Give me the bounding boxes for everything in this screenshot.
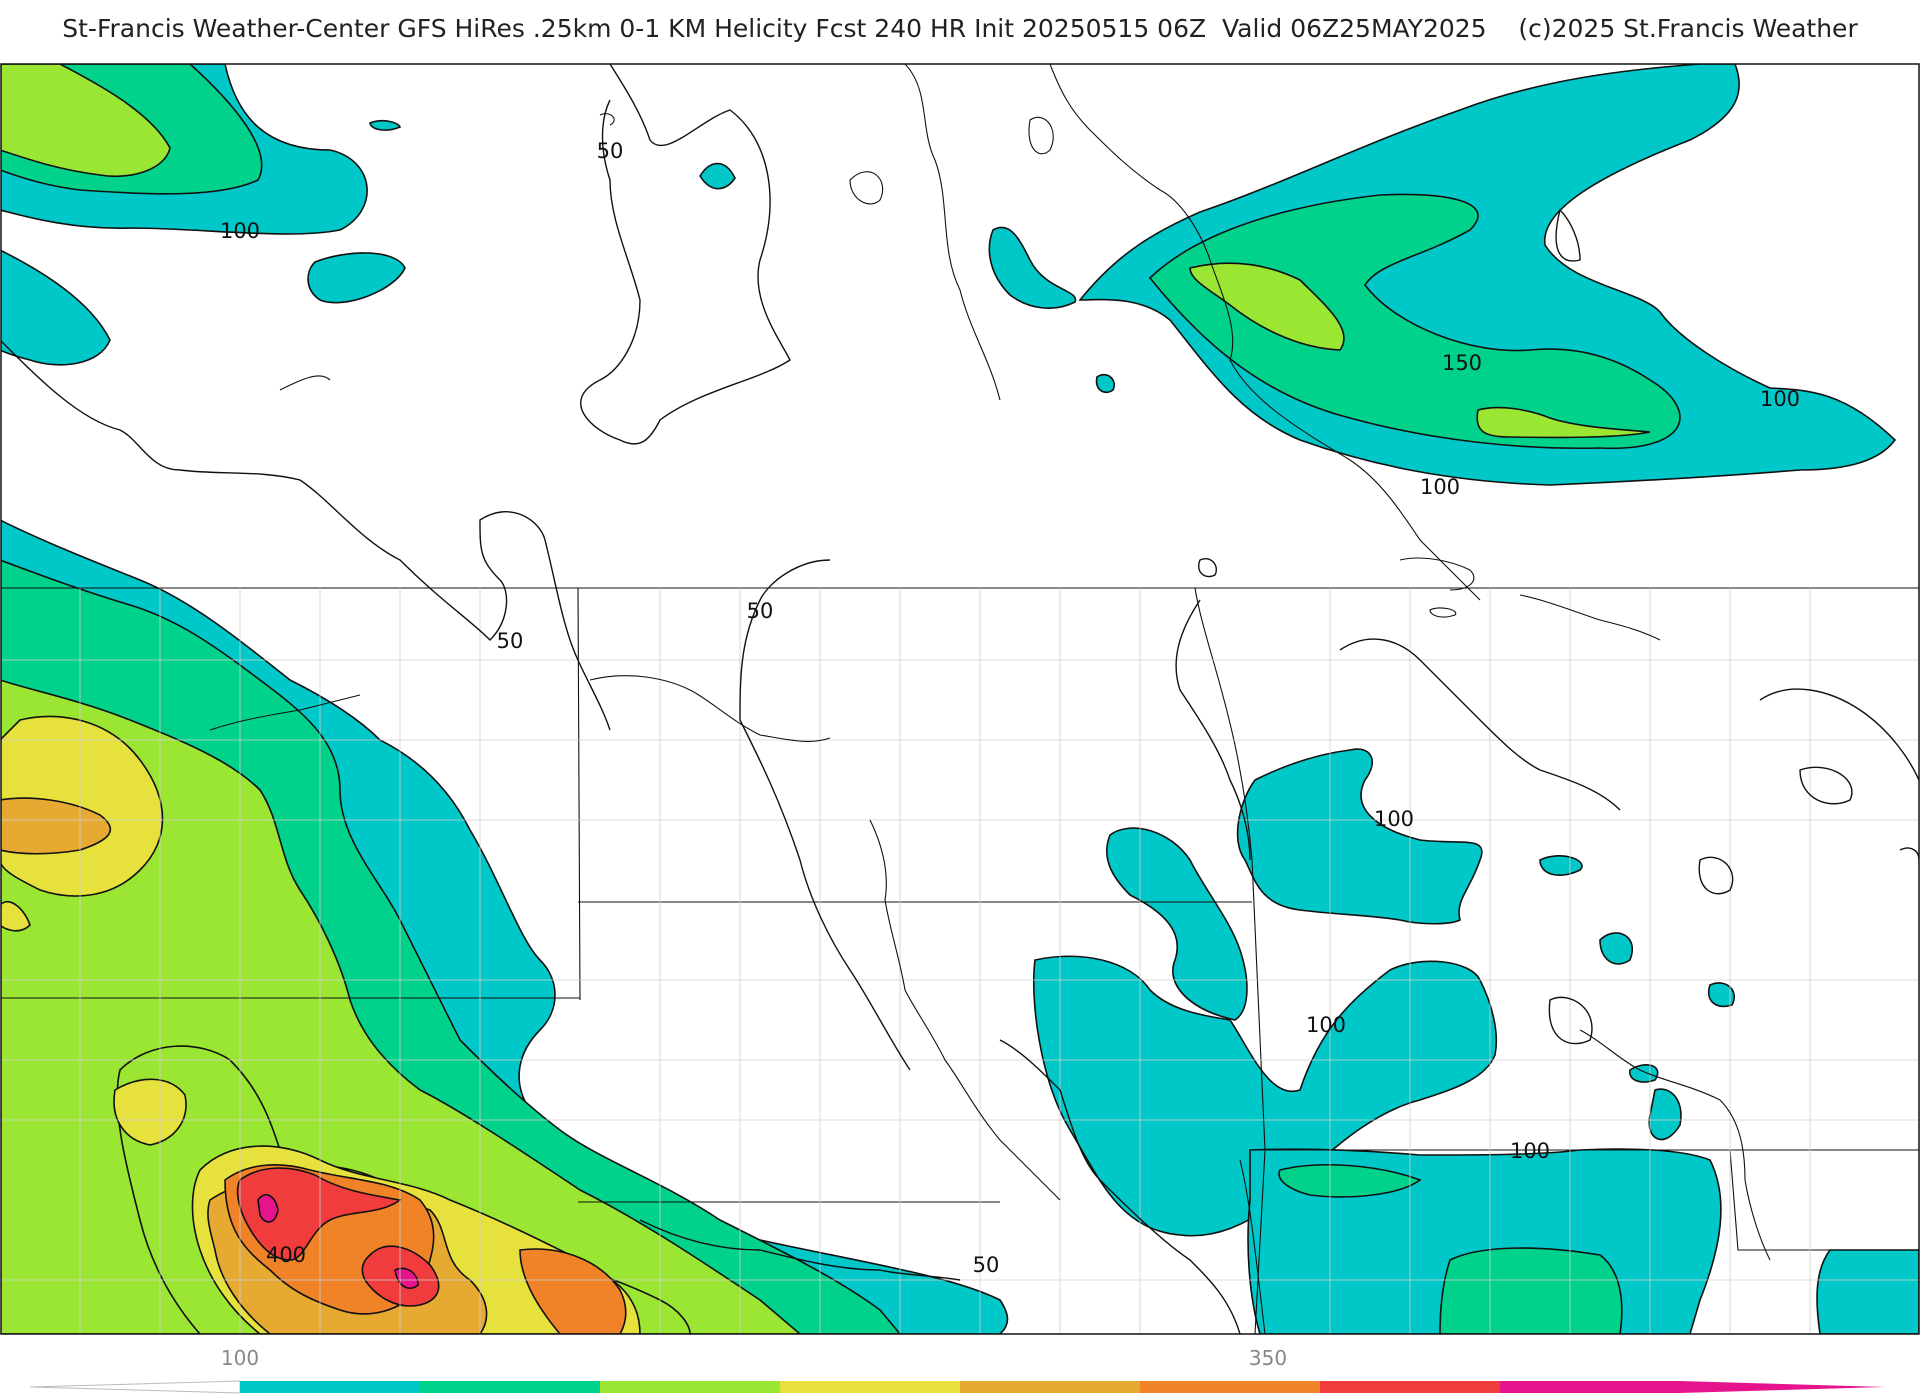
fill-100-dot-r4 [1629,1064,1659,1083]
colorbar-segment [1500,1381,1681,1393]
colorbar-segment [240,1381,421,1393]
map-title: St-Francis Weather-Center GFS HiRes .25k… [62,14,1858,43]
fill-100-dot-2 [699,162,736,190]
contour-label-100-east-2: 100 [1374,807,1414,831]
contour-lines [1,64,1919,1334]
colorbar-tick-100: 100 [221,1346,259,1370]
contour-label-400-core: 400 [266,1243,306,1267]
contour-label-100-northwest: 100 [220,219,260,243]
contour-label-100-southeast: 100 [1510,1139,1550,1163]
contour-50-loop-5 [1799,766,1853,805]
fill-100-mid-center [1032,955,1498,1237]
fill-100-small-1 [307,252,406,304]
fill-250-core-2 [113,1078,187,1146]
contour-label-50-central: 50 [747,599,774,623]
contour-label-100-northeast: 100 [1760,387,1800,411]
fill-100-left-small [1,249,111,366]
fill-150-bottom-right-2 [1278,1164,1422,1198]
fill-400-core [236,1167,402,1261]
contour-50-loop-6 [1899,847,1919,861]
colorbar-segment [420,1381,601,1393]
contour-50-loop-4 [1548,996,1593,1045]
colorbar-segment [780,1381,961,1393]
contour-50-bottom [639,1219,961,1281]
county-grid [1,588,1919,1334]
map-area: 50 100 50 50 150 100 100 100 100 100 400… [1,64,1919,1334]
map-frame [0,63,1920,1335]
contour-label-100-east-1: 100 [1420,475,1460,499]
colorbar-segment [1140,1381,1321,1393]
colorbar-left-arrow [29,1380,241,1394]
fill-100-dot-r2 [1599,932,1633,965]
contour-50-loop-2 [1198,558,1217,578]
fill-100-topright-dot [1095,373,1115,394]
fill-100-corner [1816,1249,1919,1334]
fill-100-dot-r5 [1648,1088,1682,1141]
colorbar-segment [960,1381,1141,1393]
fill-100-mid-right-1 [1236,748,1483,925]
contour-50-east [1175,599,1251,861]
colorbar-segment [1320,1381,1501,1393]
colorbar: 100 350 [29,1346,1885,1394]
filled-contours [1,64,1919,1334]
fill-450-core-1 [257,1194,279,1223]
contour-50-north [580,64,791,445]
fill-300-southwest [1,797,112,855]
fill-200-topleft [1,64,171,178]
contour-label-100-east-3: 100 [1306,1013,1346,1037]
fill-200-topright-2 [1476,406,1651,439]
fill-100-dot-1 [369,119,402,131]
contour-50-west [1,340,611,731]
contour-50-loop-1 [1555,208,1581,262]
fill-350-core-2 [519,1248,627,1334]
fill-100-dot-r1 [1539,855,1583,876]
fill-150-topright [1148,193,1681,450]
colorbar-segments [240,1381,1681,1393]
contour-50-loop-3 [1698,856,1734,895]
contour-label-50-north: 50 [597,139,624,163]
state-line-1 [577,587,581,1001]
contour-50-far-east [1339,638,1621,811]
colorbar-right-arrow [1680,1381,1885,1393]
colorbar-segment [600,1381,781,1393]
contour-label-50-west: 50 [497,629,524,653]
fill-100-dot-r3 [1708,982,1735,1007]
state-line-5 [1194,587,1266,1334]
fill-200-topright-1 [1189,262,1345,351]
state-line-7 [1729,1149,1919,1251]
fill-150-bottom-right [1439,1247,1623,1334]
contour-label-50-south: 50 [973,1253,1000,1277]
contour-label-150-northeast: 150 [1442,351,1482,375]
fill-100-mid-right-2 [1105,827,1248,1021]
fill-100-topright-blob [988,226,1077,309]
contour-50-central [739,559,911,1071]
contour-label-group: 50 100 50 50 150 100 100 100 100 100 400… [220,139,1800,1277]
fill-250-small [1,901,31,932]
contour-50-right [1759,688,1919,781]
colorbar-tick-350: 350 [1249,1346,1287,1370]
coastlines [209,64,1771,1334]
contour-50-southcentral [999,1039,1241,1334]
